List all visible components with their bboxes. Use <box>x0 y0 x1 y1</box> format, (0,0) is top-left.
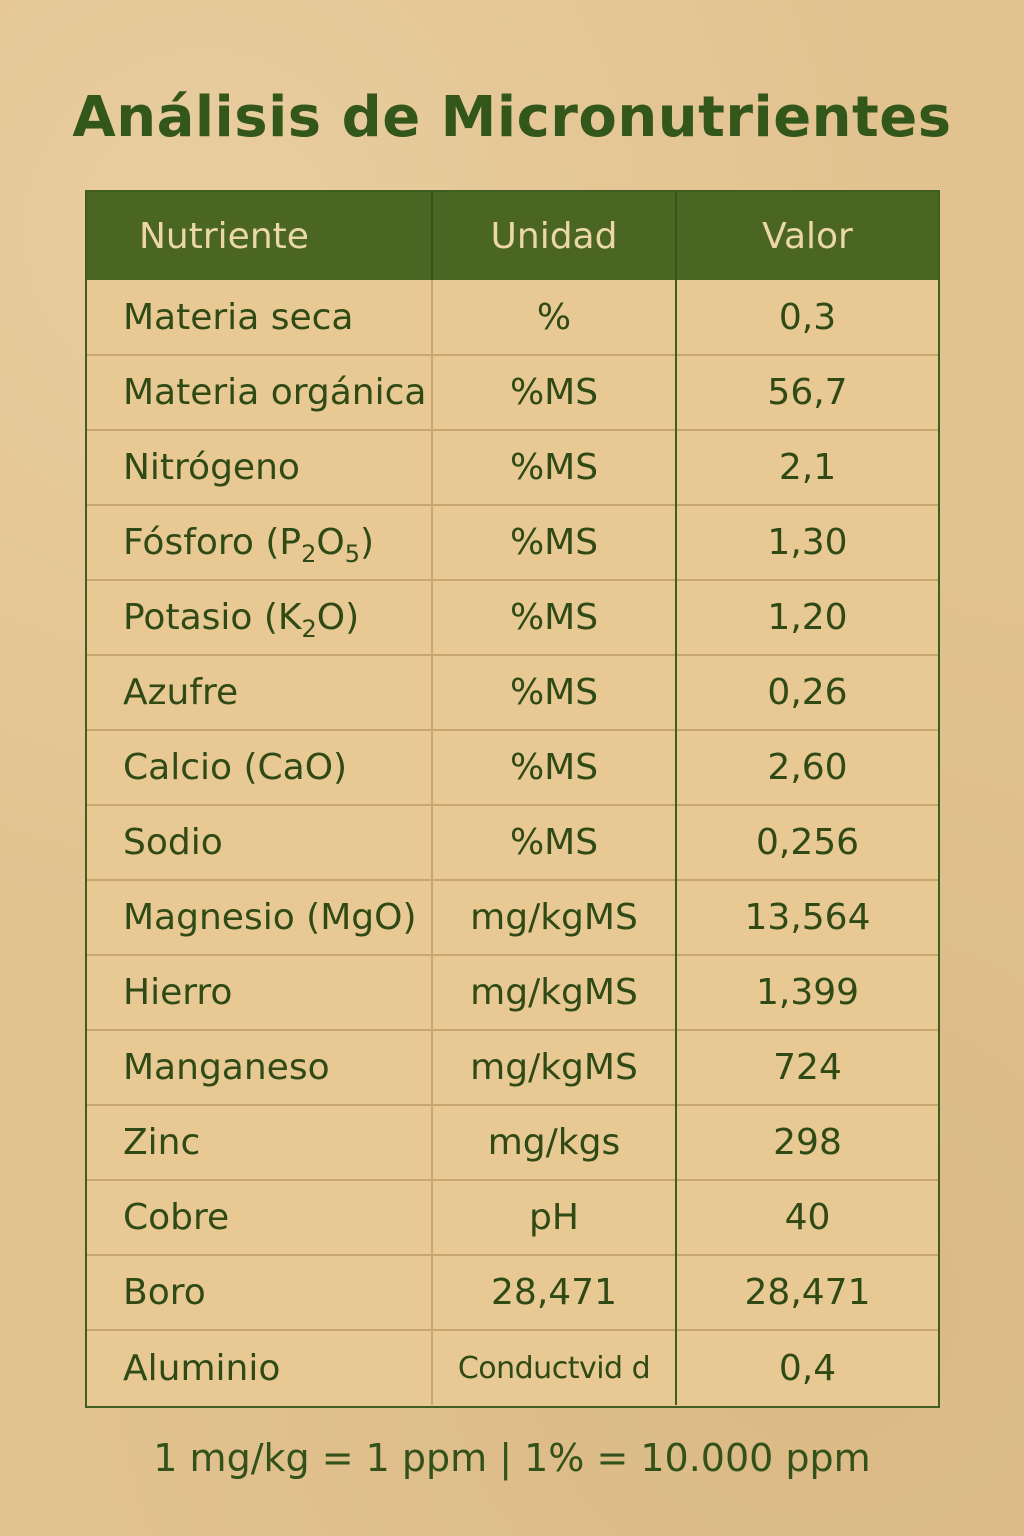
nutrient-name: Boro <box>87 1255 433 1330</box>
nutrient-name: Materia seca <box>87 280 433 355</box>
nutrient-name: Nitrógeno <box>87 430 433 505</box>
table-header-row: Nutriente Unidad Valor <box>87 192 938 280</box>
nutrient-name: Materia orgánica <box>87 355 433 430</box>
page-title: Análisis de Micronutrientes <box>72 85 952 150</box>
nutrient-value: 2,60 <box>767 747 848 788</box>
header-nutrient: Nutriente <box>87 192 433 280</box>
nutrient-name-part: O <box>316 522 345 563</box>
table-row: Nitrógeno %MS 2,1 <box>87 430 938 505</box>
table-row: Cobre pH 40 <box>87 1180 938 1255</box>
nutrient-unit: Conductvid d <box>432 1330 677 1405</box>
table-row: Manganeso mg/kgMS 724 <box>87 1030 938 1105</box>
subscript: 2 <box>301 615 317 643</box>
nutrient-unit: pH <box>432 1180 677 1255</box>
nutrient-value: 0,3 <box>778 296 837 338</box>
nutrient-table-container: Nutriente Unidad Valor Materia seca % 0,… <box>85 190 940 1408</box>
nutrient-name: Zinc <box>87 1105 433 1180</box>
nutrient-table: Nutriente Unidad Valor Materia seca % 0,… <box>87 192 938 1405</box>
nutrient-unit: %MS <box>432 805 677 880</box>
subscript: 5 <box>344 540 361 568</box>
nutrient-unit: %MS <box>432 730 677 805</box>
nutrient-name-part: O) <box>316 597 360 638</box>
table-row: Sodio %MS 0,256 <box>87 805 938 880</box>
nutrient-unit: 28,471 <box>432 1255 677 1330</box>
nutrient-value: 0,256 <box>755 822 860 863</box>
nutrient-value: 1,30 <box>767 522 848 563</box>
nutrient-name: Manganeso <box>87 1030 433 1105</box>
nutrient-value: 13,564 <box>744 897 871 938</box>
header-unit: Unidad <box>432 192 677 280</box>
nutrient-name-part: Potasio (K <box>123 597 302 638</box>
nutrient-unit: %MS <box>432 655 677 730</box>
nutrient-unit: %MS <box>432 355 677 430</box>
table-row: Aluminio Conductvid d 0,4 <box>87 1330 938 1405</box>
nutrient-value: 56,7 <box>767 372 848 413</box>
nutrient-name-part: ) <box>360 522 375 563</box>
nutrient-unit: %MS <box>432 505 677 580</box>
table-row: Calcio (CaO) %MS 2,60 <box>87 730 938 805</box>
table-row: Potasio (K2O) %MS 1,20 <box>87 580 938 655</box>
nutrient-name: Magnesio (MgO) <box>87 880 433 955</box>
table-row: Hierro mg/kgMS 1,399 <box>87 955 938 1030</box>
nutrient-value: 1,20 <box>767 597 848 638</box>
nutrient-name: Azufre <box>87 655 433 730</box>
nutrient-value: 724 <box>773 1047 842 1088</box>
nutrient-value: 0,4 <box>778 1347 837 1389</box>
table-row: Magnesio (MgO) mg/kgMS 13,564 <box>87 880 938 955</box>
nutrient-name-part: Fósforo (P <box>123 522 302 563</box>
nutrient-name: Fósforo (P2O5) <box>87 505 433 580</box>
table-row: Zinc mg/kgs 298 <box>87 1105 938 1180</box>
nutrient-unit: mg/kgMS <box>432 955 677 1030</box>
nutrient-value: 1,399 <box>755 972 860 1013</box>
nutrient-value: 298 <box>773 1122 842 1163</box>
nutrient-value: 28,471 <box>744 1272 871 1313</box>
nutrient-name: Sodio <box>87 805 433 880</box>
nutrient-unit: %MS <box>432 430 677 505</box>
nutrient-name: Cobre <box>87 1180 433 1255</box>
nutrient-unit: mg/kgs <box>432 1105 677 1180</box>
nutrient-name: Potasio (K2O) <box>87 580 433 655</box>
table-row: Boro 28,471 28,471 <box>87 1255 938 1330</box>
conversion-note: 1 mg/kg = 1 ppm | 1% = 10.000 ppm <box>153 1436 871 1480</box>
nutrient-value: 2,1 <box>778 447 837 488</box>
nutrient-unit: % <box>432 280 677 355</box>
nutrient-value: 40 <box>784 1197 831 1238</box>
nutrient-name: Calcio (CaO) <box>87 730 433 805</box>
table-row: Fósforo (P2O5) %MS 1,30 <box>87 505 938 580</box>
nutrient-unit: %MS <box>432 580 677 655</box>
table-row: Materia seca % 0,3 <box>87 280 938 355</box>
nutrient-unit: mg/kgMS <box>432 1030 677 1105</box>
subscript: 2 <box>301 540 317 568</box>
table-row: Azufre %MS 0,26 <box>87 655 938 730</box>
nutrient-value: 0,26 <box>767 672 848 713</box>
header-value: Valor <box>762 215 853 257</box>
nutrient-unit: mg/kgMS <box>432 880 677 955</box>
table-row: Materia orgánica %MS 56,7 <box>87 355 938 430</box>
nutrient-name: Hierro <box>87 955 433 1030</box>
nutrient-name: Aluminio <box>87 1330 433 1405</box>
